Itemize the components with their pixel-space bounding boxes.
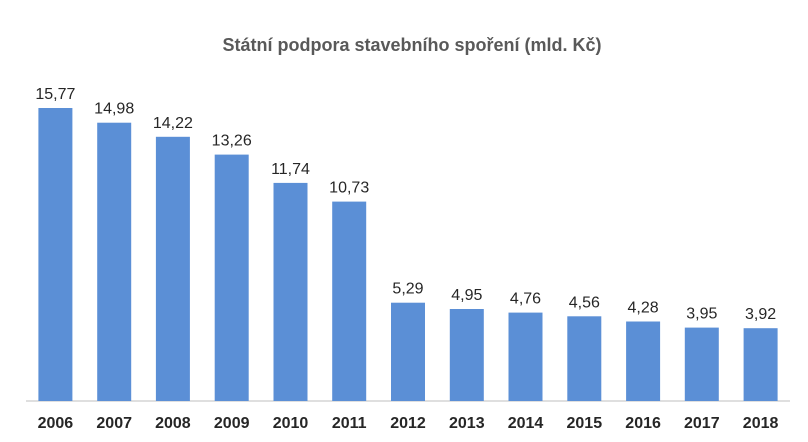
bar-2014: [508, 312, 543, 401]
x-tick-label-2009: 2009: [214, 415, 250, 432]
bar-2015: [567, 316, 602, 401]
bar-2013: [449, 309, 484, 401]
x-tick-label-2016: 2016: [625, 415, 661, 432]
bar-2008: [155, 136, 190, 402]
data-label-2013: 4,95: [451, 287, 482, 304]
bar-2006: [38, 108, 73, 401]
chart-title: Státní podpora stavebního spoření (mld. …: [222, 35, 601, 55]
x-tick-label-2013: 2013: [449, 415, 485, 432]
x-tick-label-2015: 2015: [567, 415, 603, 432]
data-label-2015: 4,56: [569, 294, 600, 311]
x-tick-label-2006: 2006: [38, 415, 74, 432]
data-label-2017: 3,95: [686, 306, 717, 323]
x-tick-label-2010: 2010: [273, 415, 309, 432]
bar-2012: [391, 302, 425, 401]
data-labels-group: 15,77 14,98 14,22 13,26 11,74 10,73 5,29 4,95 4,…: [35, 86, 776, 323]
bar-2011: [332, 201, 367, 401]
data-label-2014: 4,76: [510, 291, 541, 308]
data-label-2011: 10,73: [329, 180, 369, 197]
bar-2009: [214, 154, 249, 401]
data-label-2016: 4,28: [628, 300, 659, 317]
x-tick-labels-group: 2006 2007 2008 2009 2010 2011 2012 2013 2014 2015…: [38, 415, 779, 432]
bar-2007: [97, 122, 132, 401]
bar-2016: [626, 321, 661, 401]
x-tick-label-2012: 2012: [390, 415, 426, 432]
x-tick-label-2014: 2014: [508, 415, 544, 432]
data-label-2018: 3,92: [745, 306, 776, 323]
bar-2018: [743, 328, 778, 401]
bar-2017: [684, 327, 719, 401]
data-label-2012: 5,29: [392, 281, 423, 298]
data-label-2006: 15,77: [35, 86, 75, 103]
bar-2010: [273, 182, 308, 401]
data-label-2009: 13,26: [212, 133, 252, 150]
bars-group: [38, 108, 778, 402]
x-tick-label-2008: 2008: [155, 415, 191, 432]
data-label-2010: 11,74: [271, 161, 310, 178]
x-tick-label-2018: 2018: [743, 415, 779, 432]
data-label-2008: 14,22: [153, 115, 193, 132]
x-tick-label-2011: 2011: [332, 415, 367, 432]
x-tick-label-2007: 2007: [96, 415, 132, 432]
x-tick-label-2017: 2017: [684, 415, 720, 432]
data-label-2007: 14,98: [94, 101, 134, 118]
